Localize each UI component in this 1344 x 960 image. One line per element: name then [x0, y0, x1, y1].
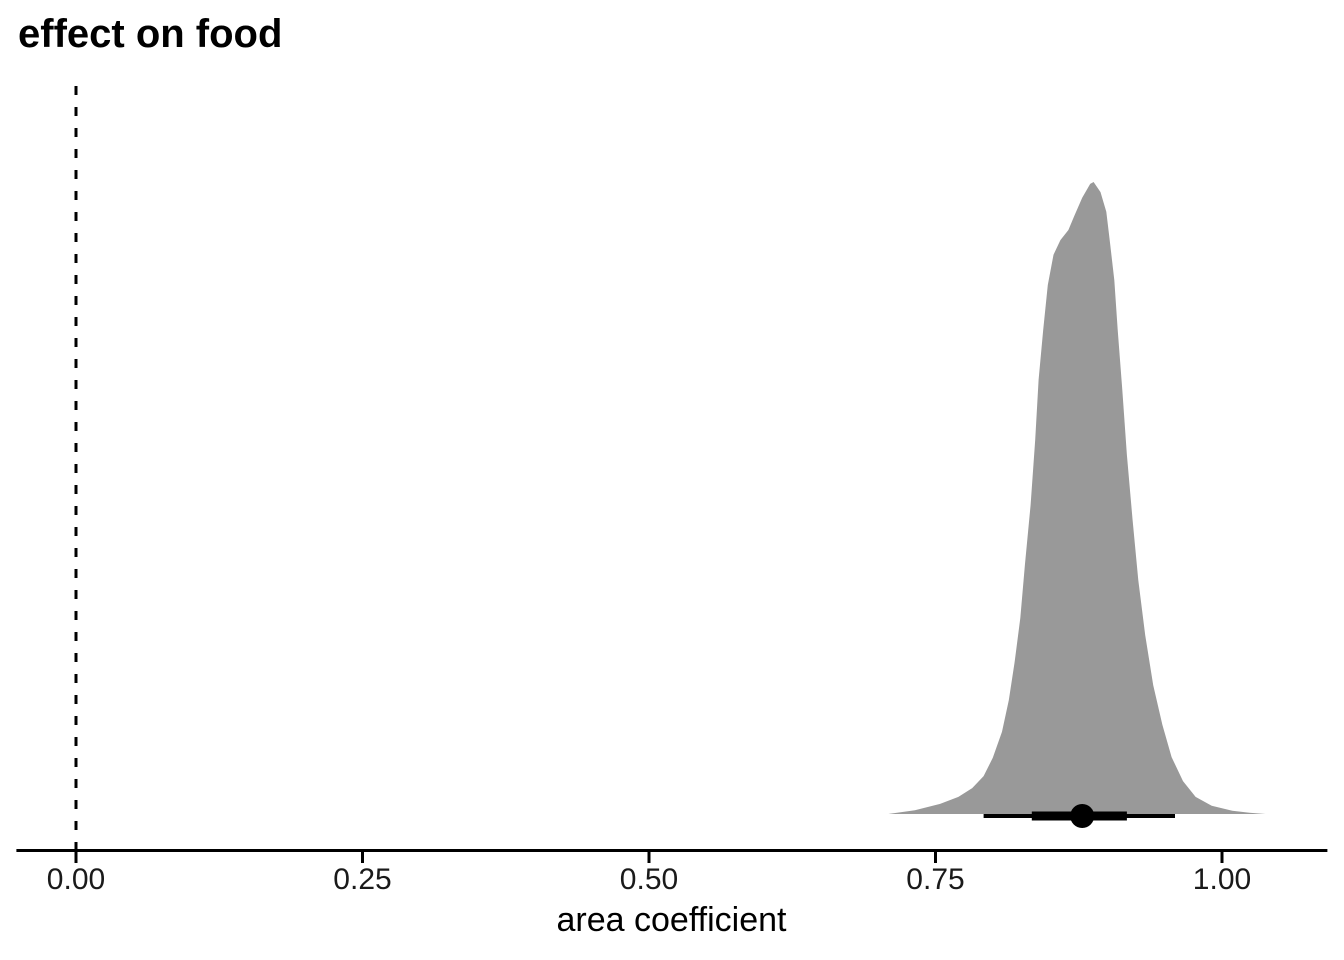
x-tick-label: 1.00 — [1193, 863, 1251, 896]
median-point — [1070, 804, 1095, 828]
chart-title: effect on food — [18, 12, 283, 56]
x-tick-label: 0.50 — [620, 863, 678, 896]
density-area — [888, 182, 1266, 814]
x-axis-ticks: 0.00 0.25 0.50 0.75 1.00 — [47, 850, 1251, 896]
x-tick-label: 0.25 — [333, 863, 391, 896]
x-axis-title: area coefficient — [556, 901, 787, 939]
x-tick-label: 0.00 — [47, 863, 105, 896]
x-tick-label: 0.75 — [906, 863, 964, 896]
